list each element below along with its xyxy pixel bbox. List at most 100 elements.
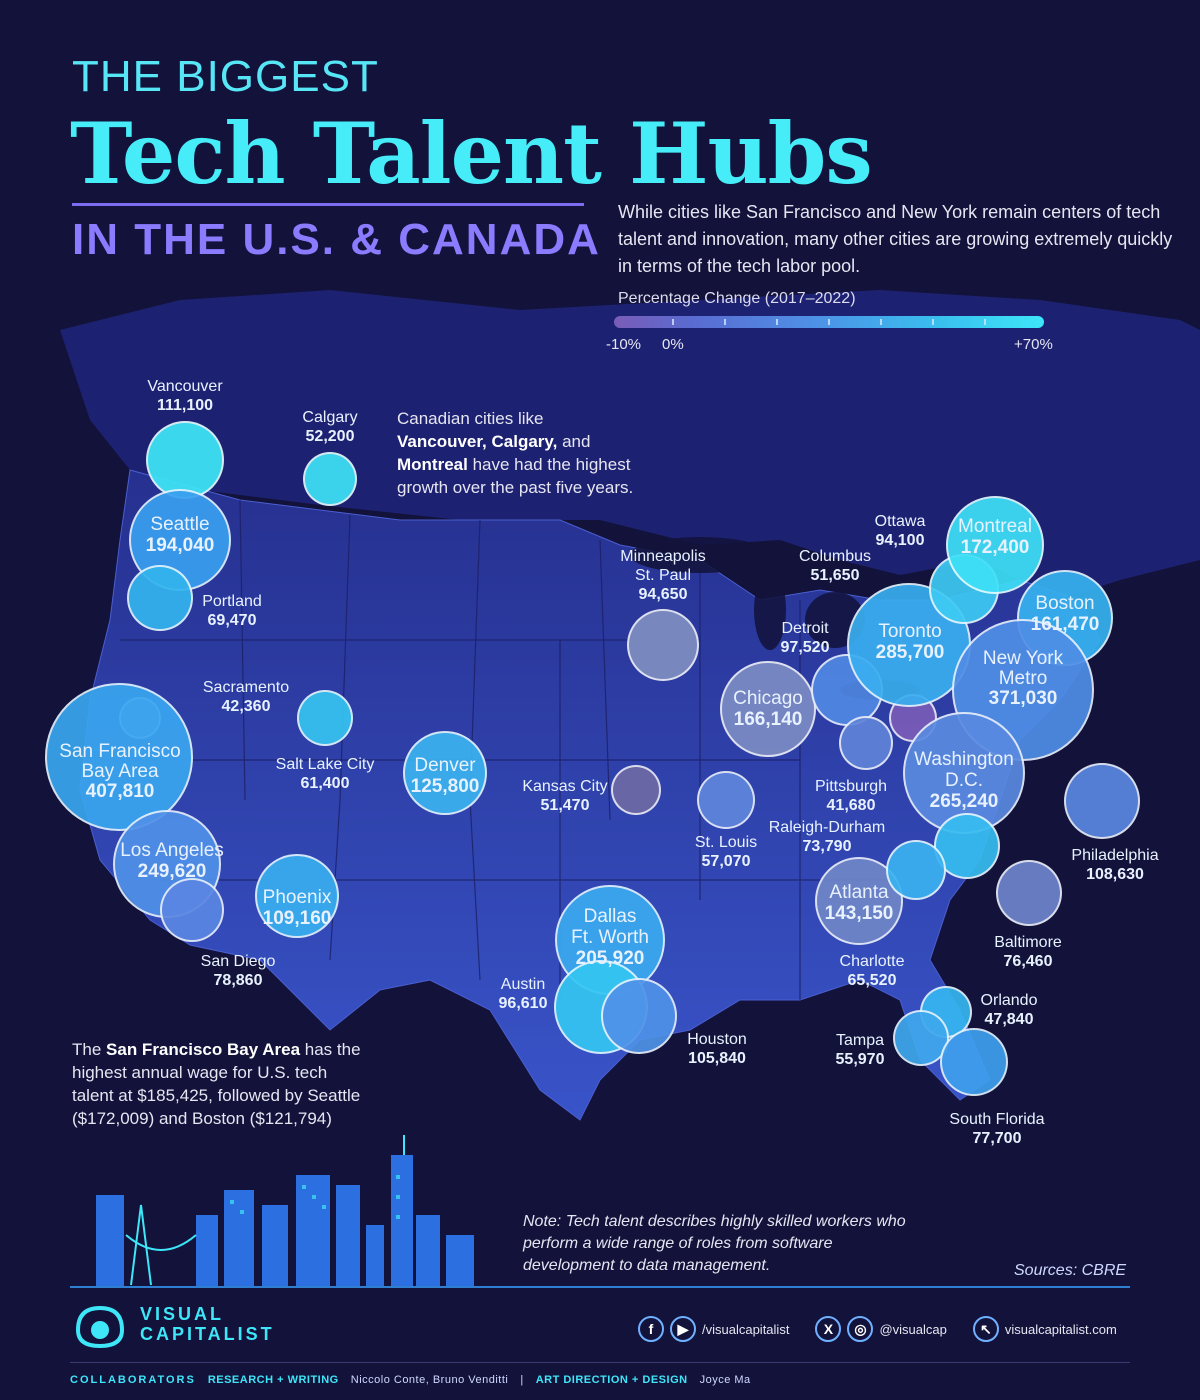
city-value-portland: 69,470 bbox=[207, 612, 257, 629]
x-twitter-icon[interactable]: X bbox=[815, 1316, 842, 1342]
label-newyork: New York Metro 371,030 bbox=[983, 649, 1063, 709]
collaborators-label: COLLABORATORS bbox=[70, 1374, 196, 1386]
label-raleigh: Raleigh-Durham 73,790 bbox=[769, 818, 886, 856]
canada-landmass bbox=[60, 290, 1200, 600]
legend-tick bbox=[932, 319, 934, 325]
label-stlouis: St. Louis 57,070 bbox=[695, 833, 757, 871]
label-montreal: Montreal 172,400 bbox=[958, 516, 1032, 558]
city-name-denver: Denver bbox=[414, 755, 476, 776]
city-name-dallas-0: Dallas bbox=[583, 906, 637, 927]
social-handle-visualcap[interactable]: @visualcap bbox=[879, 1321, 947, 1337]
bubble-denver bbox=[403, 731, 487, 815]
city-value-ottawa: 94,100 bbox=[875, 532, 925, 549]
city-name-atlanta: Atlanta bbox=[829, 882, 889, 903]
legend-tick bbox=[776, 319, 778, 325]
footer-divider bbox=[70, 1286, 1130, 1288]
city-value-philadelphia: 108,630 bbox=[1086, 866, 1144, 883]
city-name-pittsburgh: Pittsburgh bbox=[814, 778, 888, 795]
facebook-icon[interactable]: f bbox=[638, 1316, 664, 1342]
city-name-houston: Houston bbox=[687, 1031, 747, 1048]
label-baltimore: Baltimore 76,460 bbox=[994, 933, 1062, 971]
label-kansas: Kansas City 51,470 bbox=[522, 777, 607, 815]
bubble-vancouver bbox=[146, 421, 224, 499]
canada-annotation-post: have had the highest growth over the pas… bbox=[397, 455, 634, 497]
city-value-la: 249,620 bbox=[137, 861, 207, 882]
bubble-tampa bbox=[893, 1010, 949, 1066]
city-name-philadelphia: Philadelphia bbox=[1071, 847, 1159, 864]
bubble-minneapolis bbox=[627, 609, 699, 681]
bubble-portland bbox=[127, 565, 193, 631]
website-link[interactable]: visualcapitalist.com bbox=[1004, 1321, 1117, 1337]
legend-title: Percentage Change (2017–2022) bbox=[618, 290, 856, 307]
collaborators-line: COLLABORATORS RESEARCH + WRITING Niccolo… bbox=[70, 1374, 751, 1386]
brand-name[interactable]: VISUAL CAPITALIST bbox=[140, 1304, 275, 1344]
label-ottawa: Ottawa 94,100 bbox=[875, 512, 926, 550]
bubble-baltimore bbox=[996, 860, 1062, 926]
sf-annotation-bold: San Francisco Bay Area bbox=[106, 1040, 301, 1059]
legend-min-label: -10% bbox=[606, 336, 642, 353]
bubble-sandiego bbox=[160, 878, 224, 942]
label-toronto: Toronto 285,700 bbox=[876, 621, 945, 663]
tech-talent-note: Note: Tech talent describes highly skill… bbox=[523, 1213, 906, 1274]
city-name-saltlake: Salt Lake City bbox=[275, 756, 375, 773]
legend-tick bbox=[984, 319, 986, 325]
label-saltlake: Salt Lake City 61,400 bbox=[276, 755, 375, 793]
bubble-calgary bbox=[303, 452, 357, 506]
city-name-ottawa: Ottawa bbox=[874, 513, 926, 530]
bubble-charlotte bbox=[886, 840, 946, 900]
instagram-icon[interactable]: ◎ bbox=[847, 1316, 874, 1342]
label-southflorida: South Florida 77,700 bbox=[949, 1110, 1044, 1148]
city-value-baltimore: 76,460 bbox=[1003, 953, 1053, 970]
label-atlanta: Atlanta 143,150 bbox=[825, 882, 894, 924]
city-name-la: Los Angeles bbox=[120, 840, 224, 861]
city-name-charlotte: Charlotte bbox=[839, 953, 905, 970]
bubble-southflorida bbox=[940, 1028, 1008, 1096]
legend-tick bbox=[724, 319, 726, 325]
city-value-boston: 161,470 bbox=[1030, 614, 1100, 635]
skyline-illustration bbox=[96, 1135, 474, 1287]
city-name-vancouver: Vancouver bbox=[147, 378, 223, 395]
city-value-seattle: 194,040 bbox=[145, 535, 215, 556]
legend-max-label: +70% bbox=[1014, 336, 1053, 353]
city-value-houston: 105,840 bbox=[688, 1050, 746, 1067]
city-value-vancouver: 111,100 bbox=[156, 397, 214, 414]
label-houston: Houston 105,840 bbox=[687, 1030, 747, 1068]
city-name-austin: Austin bbox=[500, 976, 546, 993]
visual-capitalist-logo-icon bbox=[75, 1305, 125, 1349]
city-name-montreal: Montreal bbox=[958, 516, 1032, 537]
city-value-orlando: 47,840 bbox=[984, 1011, 1034, 1028]
sf-wage-annotation: The San Francisco Bay Area has the highe… bbox=[72, 1038, 372, 1130]
label-tampa: Tampa 55,970 bbox=[836, 1031, 885, 1069]
design-names: Joyce Ma bbox=[699, 1374, 751, 1386]
city-name-southflorida: South Florida bbox=[949, 1111, 1045, 1128]
youtube-icon[interactable]: ▶ bbox=[670, 1316, 696, 1342]
city-value-denver: 125,800 bbox=[410, 776, 480, 797]
label-chicago: Chicago 166,140 bbox=[733, 688, 803, 730]
city-value-tampa: 55,970 bbox=[835, 1051, 885, 1068]
title-divider bbox=[72, 203, 584, 206]
city-name-orlando: Orlando bbox=[980, 992, 1038, 1009]
label-washington: Washington D.C. 265,240 bbox=[914, 749, 1014, 812]
city-name-minneapolis-0: Minneapolis bbox=[620, 548, 706, 565]
city-name-newyork-0: New York bbox=[982, 648, 1064, 669]
bubble-chicago bbox=[720, 661, 816, 757]
label-seattle: Seattle 194,040 bbox=[146, 514, 215, 556]
city-name-columbus: Columbus bbox=[798, 548, 872, 565]
label-columbus: Columbus 51,650 bbox=[799, 547, 871, 585]
label-denver: Denver 125,800 bbox=[411, 755, 480, 797]
city-name-sandiego: San Diego bbox=[200, 953, 276, 970]
city-value-atlanta: 143,150 bbox=[824, 903, 894, 924]
bubble-columbus bbox=[839, 716, 893, 770]
brand-line1: VISUAL bbox=[140, 1304, 225, 1324]
city-value-montreal: 172,400 bbox=[960, 537, 1030, 558]
city-value-newyork: 371,030 bbox=[988, 688, 1058, 709]
label-detroit: Detroit 97,520 bbox=[781, 619, 830, 657]
social-handle-visualcapitalist[interactable]: /visualcapitalist bbox=[702, 1321, 790, 1337]
canada-annotation: Canadian cities like Vancouver, Calgary,… bbox=[397, 407, 637, 499]
cursor-icon[interactable]: ↖ bbox=[972, 1316, 999, 1342]
city-name-stlouis: St. Louis bbox=[694, 834, 758, 851]
city-value-pittsburgh: 41,680 bbox=[826, 797, 876, 814]
research-names: Niccolo Conte, Bruno Venditti bbox=[350, 1374, 509, 1386]
label-charlotte: Charlotte 65,520 bbox=[840, 952, 905, 990]
city-name-dallas-1: Ft. Worth bbox=[571, 927, 649, 948]
